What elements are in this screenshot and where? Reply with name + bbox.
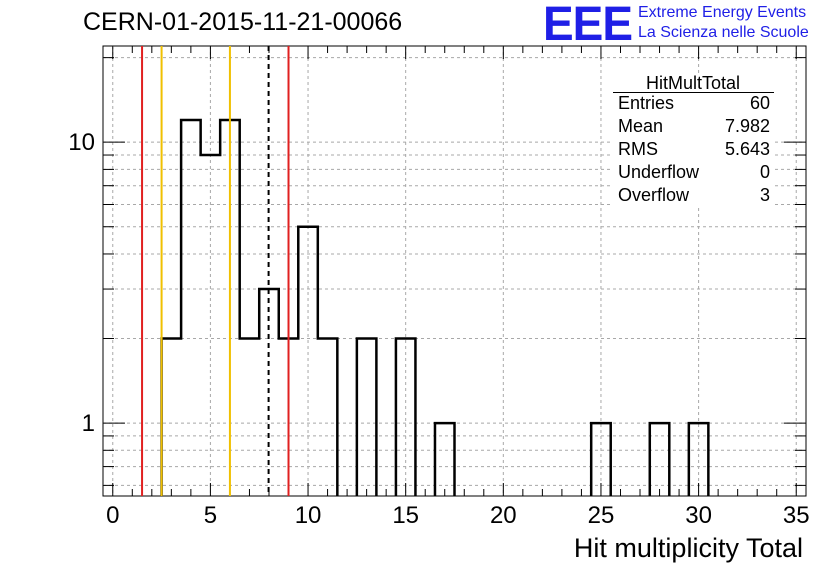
grid-lines (103, 46, 806, 496)
stats-value: 60 (749, 93, 770, 113)
axis-ticks (103, 46, 806, 496)
x-tick-label: 15 (392, 502, 419, 529)
stats-label: Underflow (618, 162, 700, 182)
x-tick-label: 0 (106, 502, 119, 529)
stats-value: 7.982 (724, 116, 770, 136)
stats-label: Overflow (618, 185, 690, 205)
x-axis-title: Hit multiplicity Total (573, 533, 803, 563)
logo-line-2: La Scienza nelle Scuole (638, 24, 809, 41)
x-tick-label: 30 (685, 502, 712, 529)
y-tick-label: 10 (68, 129, 95, 156)
reference-lines (141, 46, 290, 496)
stats-value: 0 (759, 162, 770, 182)
stats-label: Mean (618, 116, 664, 136)
x-tick-label: 35 (783, 502, 810, 529)
stats-row-entries: Entries 60 (618, 93, 770, 115)
stats-divider (613, 92, 774, 93)
run-title: CERN-01-2015-11-21-00066 (83, 8, 403, 36)
stats-row-rms: RMS 5.643 (618, 139, 770, 161)
x-tick-label: 5 (204, 502, 217, 529)
x-tick-label: 20 (490, 502, 517, 529)
eee-logo: EEE Extreme Energy Events La Scienza nel… (543, 0, 836, 50)
stats-label: RMS (618, 139, 658, 159)
histogram-bins (160, 118, 710, 496)
logo-line-1: Extreme Energy Events (638, 4, 807, 21)
x-tick-label: 25 (588, 502, 615, 529)
stats-row-underflow: Underflow 0 (618, 162, 770, 184)
stats-box: HitMultTotal Entries 60 Mean 7.982 RMS 5… (612, 73, 774, 208)
x-tick-label: 10 (295, 502, 322, 529)
logo-acronym: EEE (543, 0, 633, 51)
histogram-outline (160, 118, 710, 496)
y-tick-label: 1 (82, 410, 95, 437)
stats-row-overflow: Overflow 3 (618, 185, 770, 207)
stats-label: Entries (618, 93, 675, 113)
stats-title: HitMultTotal (645, 73, 741, 93)
stats-row-mean: Mean 7.982 (618, 116, 770, 138)
stats-value: 5.643 (724, 139, 770, 159)
stats-value: 3 (759, 185, 770, 205)
